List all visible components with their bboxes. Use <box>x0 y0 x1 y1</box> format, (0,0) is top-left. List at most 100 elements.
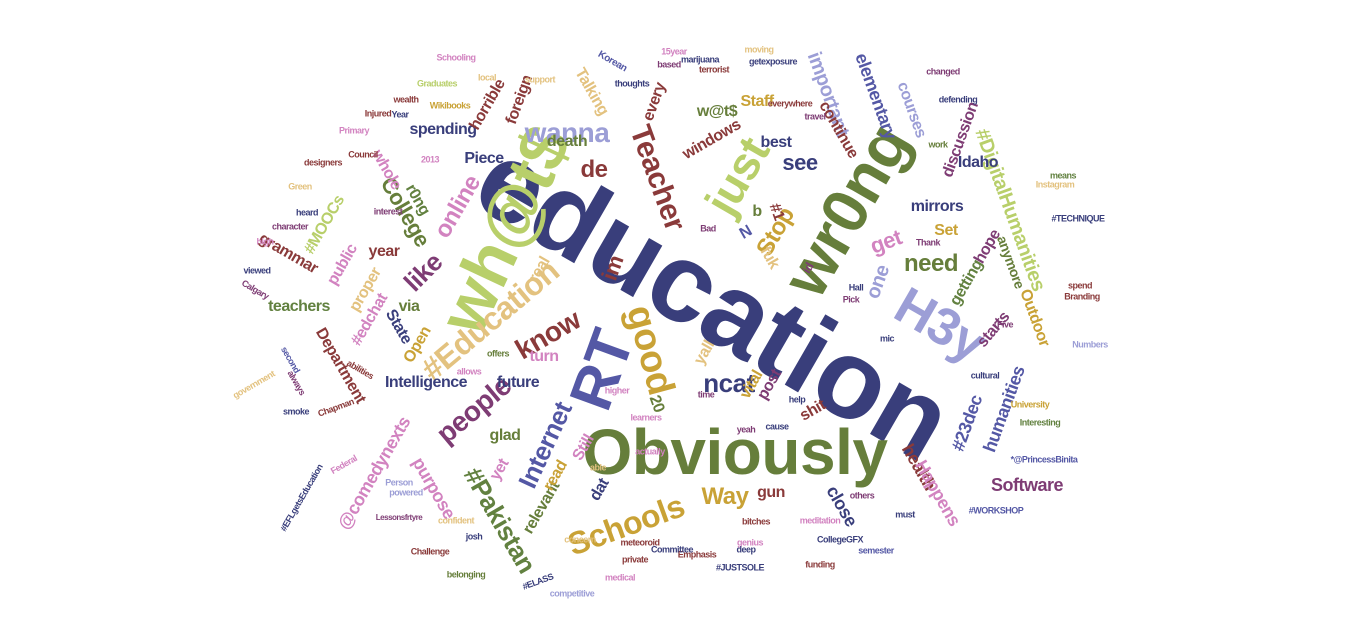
word: belonging <box>446 569 486 580</box>
word: genius <box>736 537 764 548</box>
word: changed <box>926 66 960 77</box>
word: confident <box>438 515 475 526</box>
word: *@PrincessBinita <box>1010 454 1078 465</box>
word: public <box>324 241 361 289</box>
word: deep <box>736 544 756 555</box>
word: medical <box>604 572 636 583</box>
word: 20 <box>645 393 668 415</box>
word: bitches <box>741 516 771 527</box>
word: future <box>496 374 540 391</box>
word: high <box>256 236 275 247</box>
word: funding <box>805 559 835 570</box>
word: others <box>849 490 875 501</box>
word: competitive <box>549 588 595 599</box>
word: time <box>697 389 715 400</box>
word: able <box>589 462 607 473</box>
word: Numbers <box>1072 339 1108 350</box>
word: spending <box>409 121 477 138</box>
word: Piece <box>464 150 504 167</box>
word: b <box>752 203 762 220</box>
word: Branding <box>1064 291 1100 302</box>
word: learners <box>630 412 662 423</box>
word: de <box>580 156 608 183</box>
word: Bad <box>700 223 716 234</box>
word: Injured <box>364 108 392 119</box>
word: see <box>782 150 818 175</box>
word: concern <box>564 534 596 545</box>
word: Obviously <box>582 416 888 488</box>
word: Committee <box>650 544 694 555</box>
word: #EFLgetsEducation <box>278 462 325 533</box>
word: Talking <box>571 65 612 119</box>
word: Lessonsfrtyre <box>375 513 423 522</box>
word: Intelligence <box>384 374 468 391</box>
word: designers <box>303 157 343 168</box>
word: horrible <box>466 76 509 134</box>
word: via <box>398 298 420 315</box>
word: Person <box>385 477 413 488</box>
word: CollegeGFX <box>816 534 864 545</box>
word: Korean <box>595 48 629 75</box>
word: based <box>657 59 681 70</box>
word: Emphasis <box>677 549 717 560</box>
word: #MOOCs <box>301 192 349 257</box>
word: cultural <box>970 370 1000 381</box>
word: Pick <box>842 294 860 305</box>
word: everywhere <box>767 98 813 109</box>
word: Thank <box>915 237 941 248</box>
word: getexposure <box>748 56 798 67</box>
word: marijuana <box>680 54 720 65</box>
word: defending <box>938 94 978 105</box>
word: always <box>285 368 308 397</box>
word: Staff <box>740 93 774 110</box>
word: turn <box>529 348 559 365</box>
word: wealth <box>393 94 419 105</box>
word: thoughts <box>614 78 650 89</box>
word: meteoroid <box>620 537 660 548</box>
word: help <box>788 394 806 405</box>
word: Chapman <box>316 396 356 419</box>
word: 2013 <box>420 154 440 165</box>
word: Interesting <box>1019 417 1061 428</box>
word: second <box>278 344 302 375</box>
word: local <box>477 72 497 83</box>
word: mirrors <box>910 198 964 215</box>
word: Challenge <box>410 546 450 557</box>
word: wanna <box>524 117 610 148</box>
word: University <box>1010 399 1050 410</box>
word: Year <box>391 109 409 120</box>
word: meditation <box>799 515 841 526</box>
word: Federal <box>328 453 359 477</box>
word: moving <box>744 44 774 55</box>
word: actually <box>635 446 665 457</box>
word: must <box>895 509 915 520</box>
word: 15year <box>661 46 687 57</box>
word: Idaho <box>957 154 999 171</box>
word: ncat <box>703 368 755 398</box>
word: Instagram <box>1035 179 1075 190</box>
word: powered <box>389 487 423 498</box>
word: Green <box>288 181 312 192</box>
word: w@t$ <box>696 103 738 120</box>
word: Outdoor <box>1016 286 1053 349</box>
word: Wikibooks <box>429 100 471 111</box>
word: Primary <box>338 125 370 136</box>
word: travel <box>804 111 826 122</box>
word: Graduates <box>416 78 458 89</box>
word: means <box>1049 170 1077 181</box>
word: interest <box>373 206 403 217</box>
word: spend <box>1067 280 1093 291</box>
word: government <box>231 368 277 401</box>
word: #WORKSHOP <box>968 505 1024 516</box>
word: Schooling <box>436 52 477 63</box>
word: viewed <box>243 265 271 276</box>
word: Way <box>701 483 749 510</box>
word: offers <box>486 348 510 359</box>
word: work <box>928 139 948 150</box>
word: private <box>621 554 649 565</box>
word: #TECHNIQUE <box>1051 213 1105 224</box>
word: mic <box>879 333 895 344</box>
word: gun <box>757 484 785 501</box>
word: terrorist <box>698 64 730 75</box>
